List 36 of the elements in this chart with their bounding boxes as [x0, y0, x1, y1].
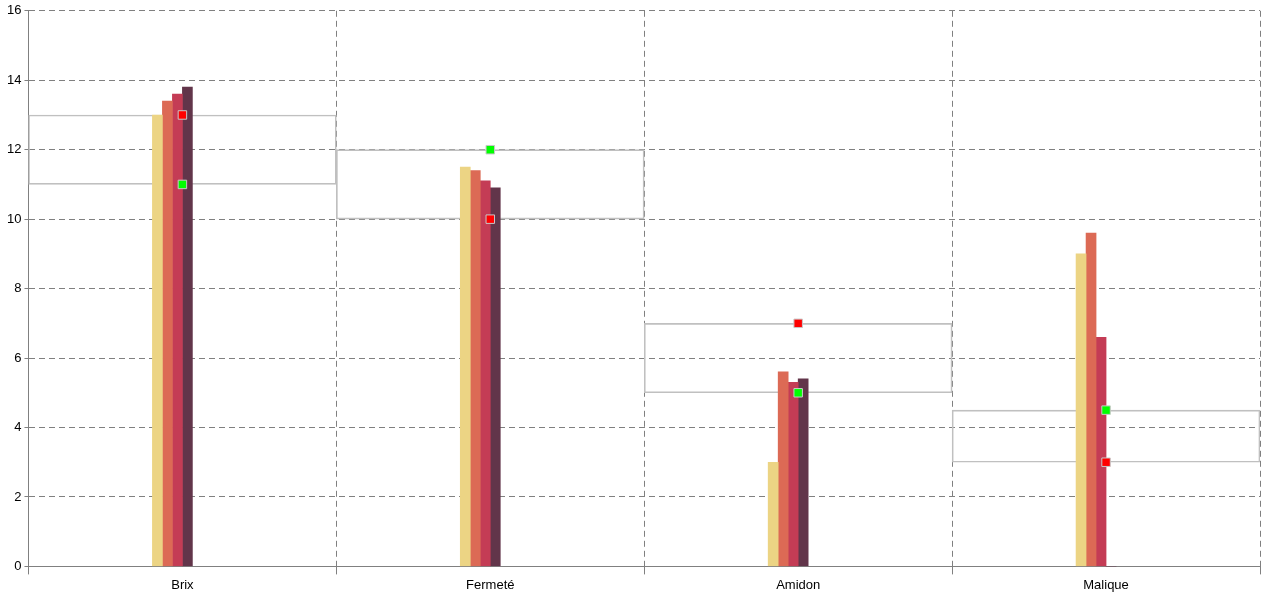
y-tick-label: 12 — [6, 141, 22, 157]
bar — [162, 100, 173, 567]
point — [177, 110, 188, 120]
point — [1101, 405, 1111, 415]
y-tick-label: 2 — [14, 488, 22, 504]
point — [793, 388, 803, 398]
x-tick-label: Fermeté — [466, 576, 515, 592]
point — [177, 179, 188, 190]
point — [485, 214, 496, 224]
x-tick-label: Malique — [1083, 576, 1129, 592]
bar — [767, 461, 779, 567]
bar — [489, 187, 501, 567]
bar — [459, 166, 471, 567]
bar — [1095, 336, 1107, 567]
bar — [182, 86, 193, 567]
bar — [1075, 253, 1087, 567]
point — [1101, 457, 1111, 467]
y-tick-label: 16 — [6, 2, 22, 18]
point — [793, 318, 803, 329]
y-tick-label: 4 — [14, 419, 22, 435]
y-tick-label: 14 — [6, 71, 22, 87]
x-tick-label: Brix — [171, 576, 195, 592]
y-tick-label: 10 — [6, 210, 22, 226]
bar — [152, 114, 163, 567]
y-tick-label: 8 — [14, 280, 22, 296]
y-tick-label: 6 — [14, 349, 22, 365]
bar — [479, 180, 491, 567]
bar — [777, 371, 789, 567]
y-tick-label: 0 — [14, 557, 22, 573]
point — [485, 144, 496, 155]
bar — [172, 93, 183, 567]
bar — [469, 170, 481, 567]
bar — [787, 382, 799, 567]
x-tick-label: Amidon — [776, 576, 821, 592]
bar — [1085, 232, 1097, 567]
bar — [797, 378, 809, 567]
